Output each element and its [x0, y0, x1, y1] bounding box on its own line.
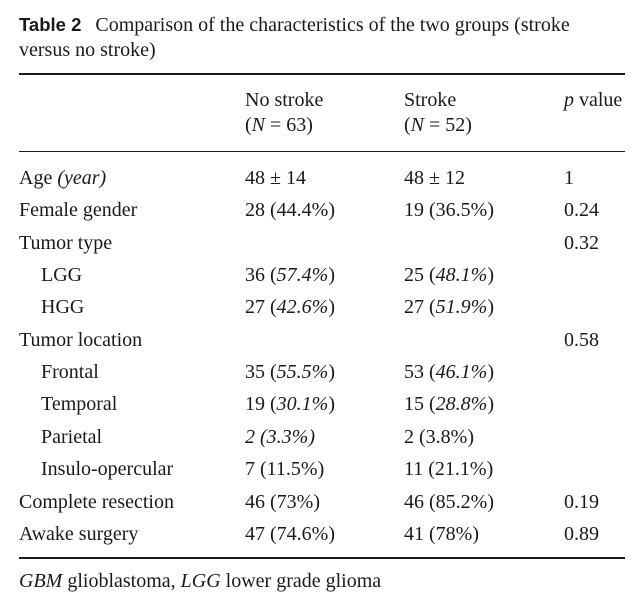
row-pvalue: 0.58: [564, 329, 599, 351]
row-label: HGG: [41, 296, 85, 318]
row-label: Tumor type: [19, 232, 113, 254]
row-label: Awake surgery: [19, 523, 139, 545]
row-stroke-value: 15 (28.8%): [404, 393, 495, 415]
header-stroke-title: Stroke: [404, 89, 457, 111]
header-stroke: Stroke (N = 52): [404, 88, 472, 138]
header-rule: [19, 151, 625, 152]
row-no-stroke-value: 27 (42.6%): [245, 296, 336, 318]
row-no-stroke-value: 46 (73%): [245, 491, 320, 513]
row-no-stroke-value: 48 ± 14: [245, 167, 306, 189]
row-pvalue: 0.89: [564, 523, 599, 545]
table-row: Frontal 35 (55.5%) 53 (46.1%): [0, 358, 635, 390]
row-pvalue: 1: [564, 167, 574, 189]
row-stroke-value: 53 (46.1%): [404, 361, 495, 383]
row-no-stroke-value: 36 (57.4%): [245, 264, 336, 286]
row-pvalue: 0.32: [564, 232, 599, 254]
table-row: Age (year) 48 ± 14 48 ± 12 1: [0, 164, 635, 196]
table-row: Parietal 2 (3.3%) 2 (3.8%): [0, 423, 635, 455]
row-stroke-value: 27 (51.9%): [404, 296, 495, 318]
top-rule: [19, 73, 625, 75]
row-no-stroke-value: 2 (3.3%): [245, 426, 315, 448]
row-no-stroke-value: 28 (44.4%): [245, 199, 335, 221]
row-label: Age (year): [19, 167, 107, 189]
row-label: LGG: [41, 264, 83, 286]
row-label: Female gender: [19, 199, 138, 221]
header-pvalue: p value: [564, 89, 623, 111]
row-no-stroke-value: 19 (30.1%): [245, 393, 336, 415]
header-no-stroke-title: No stroke: [245, 89, 324, 111]
table-row: Insulo-opercular 7 (11.5%) 11 (21.1%): [0, 455, 635, 487]
row-pvalue: 0.19: [564, 491, 599, 513]
row-stroke-value: 48 ± 12: [404, 167, 465, 189]
row-label: Temporal: [41, 393, 118, 415]
table-row: Temporal 19 (30.1%) 15 (28.8%): [0, 390, 635, 422]
table-label: Table 2: [19, 14, 82, 35]
header-no-stroke: No stroke (N = 63): [245, 88, 323, 138]
row-stroke-value: 41 (78%): [404, 523, 479, 545]
table-row: Tumor location 0.58: [0, 326, 635, 358]
row-label: Complete resection: [19, 491, 174, 513]
row-stroke-value: 11 (21.1%): [404, 458, 494, 480]
row-stroke-value: 46 (85.2%): [404, 491, 494, 513]
row-no-stroke-value: 35 (55.5%): [245, 361, 336, 383]
row-no-stroke-value: 47 (74.6%): [245, 523, 335, 545]
table-row: LGG 36 (57.4%) 25 (48.1%): [0, 261, 635, 293]
row-label: Frontal: [41, 361, 99, 383]
caption-text: Comparison of the characteristics of the…: [19, 14, 570, 61]
header-no-stroke-n: (N = 63): [245, 114, 313, 136]
table-row: Complete resection 46 (73%) 46 (85.2%) 0.19: [0, 488, 635, 520]
row-stroke-value: 2 (3.8%): [404, 426, 474, 448]
table-footnote: GBM glioblastoma, LGG lower grade glioma: [19, 570, 382, 592]
bottom-rule: [19, 557, 625, 559]
row-pvalue: 0.24: [564, 199, 599, 221]
row-stroke-value: 19 (36.5%): [404, 199, 494, 221]
table-caption: Table 2 Comparison of the characteristics…: [19, 12, 625, 63]
table-row: HGG 27 (42.6%) 27 (51.9%): [0, 293, 635, 325]
row-label: Parietal: [41, 426, 103, 448]
row-stroke-value: 25 (48.1%): [404, 264, 495, 286]
header-stroke-n: (N = 52): [404, 114, 472, 136]
table-row: Female gender 28 (44.4%) 19 (36.5%) 0.24: [0, 196, 635, 228]
table-row: Awake surgery 47 (74.6%) 41 (78%) 0.89: [0, 520, 635, 552]
table-row: Tumor type 0.32: [0, 229, 635, 261]
row-no-stroke-value: 7 (11.5%): [245, 458, 325, 480]
row-label: Insulo-opercular: [41, 458, 174, 480]
row-label: Tumor location: [19, 329, 143, 351]
